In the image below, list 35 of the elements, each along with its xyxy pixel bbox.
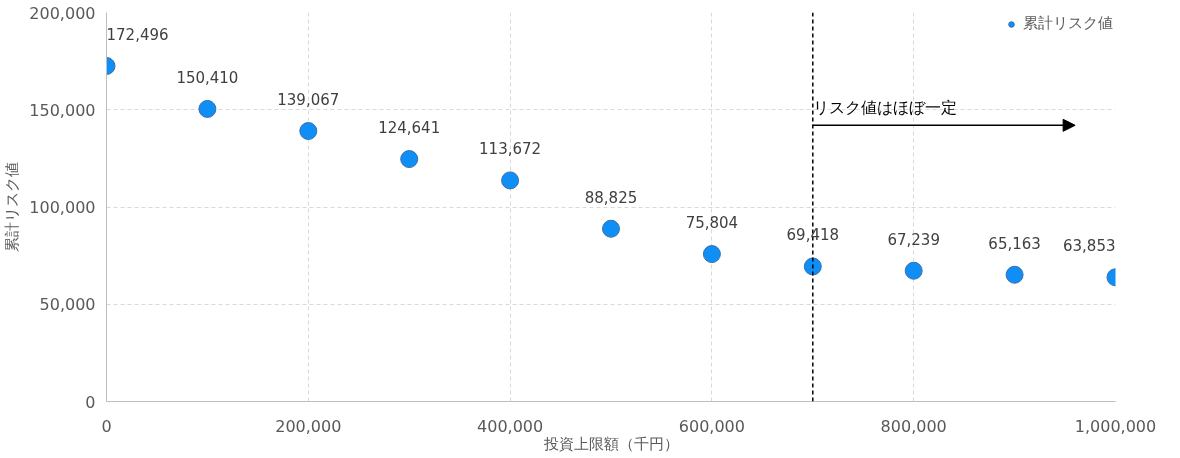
y-tick-label: 50,000 [39,295,96,315]
x-tick-label: 200,000 [275,416,342,436]
point [1005,265,1024,284]
x-tick-label: 600,000 [678,416,745,436]
point [803,257,822,276]
data-label: 69,418 [786,226,840,245]
y-tick-label: 0 [85,392,96,412]
y-tick-label: 200,000 [29,3,96,23]
point [400,150,419,169]
data-label: 113,672 [479,140,542,159]
annotation: リスク値はほぼ一定 [812,98,957,118]
point [501,171,520,190]
point [602,219,620,238]
x-tick-label: 400,000 [477,416,544,436]
data-label: 88,825 [584,188,638,207]
y-tick-label: 100,000 [29,198,96,217]
point [904,261,923,280]
data-label: 67,239 [887,230,940,249]
x-tick-label: 800,000 [880,416,947,436]
data-label: 150,410 [176,68,239,87]
x-axis-title: 投資上限額（千円） [542,434,679,453]
point [702,245,721,264]
data-label: 124,641 [378,119,441,138]
point [198,99,217,118]
point [299,122,318,140]
data-label: 172,496 [106,26,169,44]
y-axis-title: 累計リスク値 [3,162,22,252]
x-tick-label: 0 [101,416,112,436]
data-label: 75,804 [685,214,739,233]
data-label: 65,163 [988,234,1041,253]
data-label: 63,853 [1063,237,1116,256]
legend-label: 累計リスク値 [1023,14,1113,33]
x-tick-label: 1,000,000 [1074,416,1157,436]
y-tick-label: 150,000 [29,100,96,120]
data-label: 139,067 [277,91,340,110]
